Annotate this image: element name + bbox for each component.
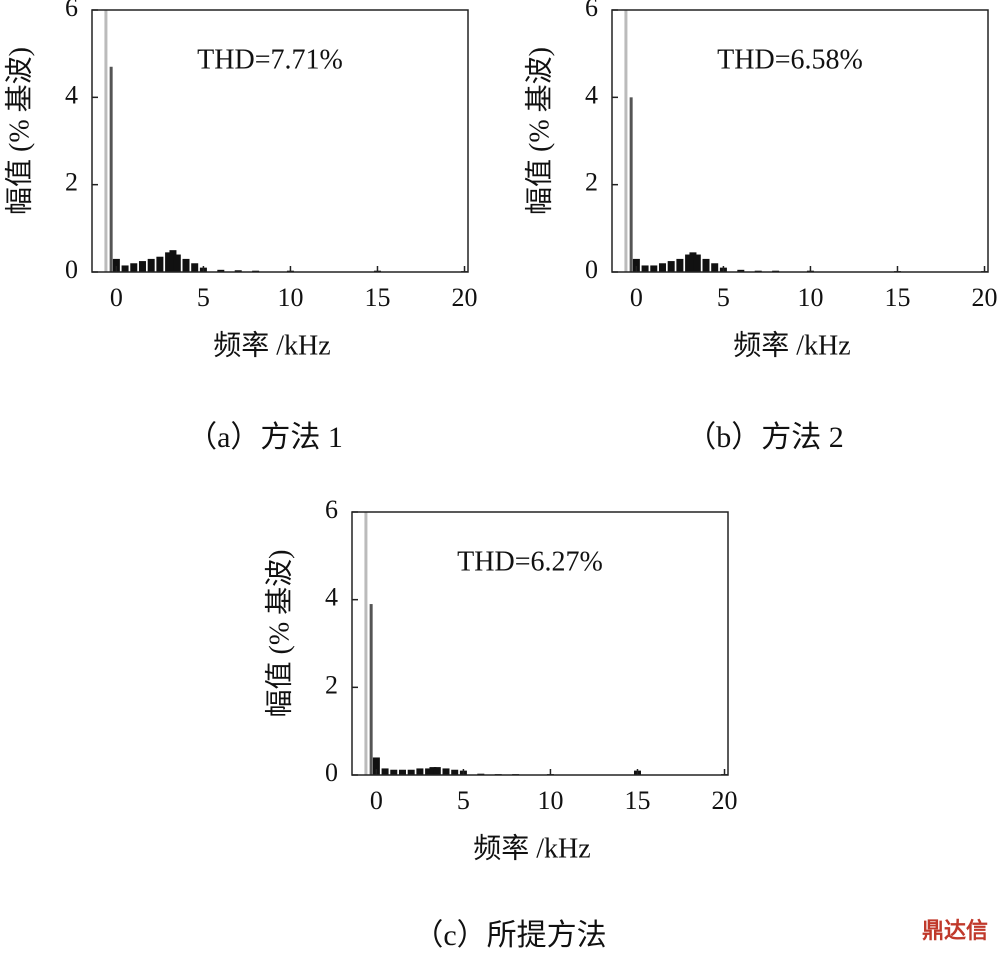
x-tick-label: 10 (537, 786, 563, 815)
bar (165, 252, 173, 272)
bar (685, 254, 693, 272)
bar (693, 254, 701, 272)
bar (156, 256, 164, 272)
bar (416, 768, 424, 775)
bar (624, 10, 628, 272)
x-tick-label: 10 (797, 283, 823, 312)
y-axis-label: 幅值 (% 基波) (263, 550, 295, 718)
bar (629, 97, 633, 272)
y-axis-label: 幅值 (% 基波) (3, 47, 35, 215)
chart: 0 2 4 6 0 5 10 15 20 THD=6.58% 频率 /kHz 幅值 (% 基波) （b）… (523, 0, 997, 454)
bars (624, 10, 988, 272)
x-axis-label: 频率 /kHz (473, 832, 590, 864)
x-tick-label: 20 (972, 283, 998, 312)
bar (689, 252, 697, 272)
bar (737, 269, 745, 272)
x-tick-label: 20 (452, 283, 478, 312)
x-tick-label: 0 (370, 786, 383, 815)
watermark: 鼎达信 (922, 918, 988, 944)
caption: （c）所提方法 (413, 919, 606, 952)
x-tick-label: 10 (277, 283, 303, 312)
plot-frame (611, 9, 989, 273)
bar (109, 66, 113, 272)
bar (381, 768, 389, 775)
bar (130, 263, 138, 272)
bar (104, 10, 108, 272)
bar (641, 265, 649, 272)
x-tick-label: 15 (624, 786, 650, 815)
bar (372, 757, 380, 775)
y-tick-label: 4 (585, 80, 598, 109)
y-tick-label: 0 (325, 758, 338, 787)
y-tick-label: 4 (325, 583, 338, 612)
x-tick-label: 15 (884, 283, 910, 312)
bar (451, 769, 459, 775)
y-tick-label: 2 (325, 670, 338, 699)
bar (676, 258, 684, 272)
x-tick-label: 0 (630, 283, 643, 312)
y-tick-label: 6 (65, 0, 78, 22)
bar (442, 768, 450, 775)
bar (433, 767, 441, 775)
bar (658, 263, 666, 272)
annotation: THD=6.58% (717, 44, 863, 75)
bar (234, 270, 242, 272)
y-tick-label: 6 (325, 495, 338, 524)
chart: 0 2 4 6 0 5 10 15 20 THD=7.71% 频率 /kHz 幅值 (% 基波) （a）… (3, 0, 477, 454)
x-tick-label: 20 (712, 786, 738, 815)
y-tick-label: 6 (585, 0, 598, 22)
bar (407, 769, 415, 775)
bar (112, 258, 120, 272)
bar (369, 604, 373, 775)
bar (398, 769, 406, 775)
x-tick-label: 15 (364, 283, 390, 312)
bar (217, 269, 225, 272)
bar (702, 258, 710, 272)
bar (182, 258, 190, 272)
bar (364, 512, 368, 775)
bar (138, 261, 146, 272)
y-tick-label: 2 (585, 168, 598, 197)
x-tick-label: 5 (197, 283, 210, 312)
y-tick-label: 4 (65, 80, 78, 109)
x-tick-label: 5 (457, 786, 470, 815)
y-tick-label: 0 (65, 255, 78, 284)
x-tick-label: 5 (717, 283, 730, 312)
bar (169, 250, 177, 272)
annotation: THD=7.71% (197, 44, 343, 75)
x-axis-label: 频率 /kHz (213, 329, 330, 361)
y-tick-label: 0 (585, 255, 598, 284)
bar (147, 258, 155, 272)
plot-frame (351, 511, 729, 776)
plot-frame (91, 9, 469, 273)
bars (104, 10, 468, 272)
bar (121, 265, 129, 272)
bar (425, 768, 433, 775)
bar (173, 254, 181, 272)
bar (429, 767, 437, 775)
y-axis-label: 幅值 (% 基波) (523, 47, 555, 215)
caption: （b）方法 2 (686, 421, 844, 454)
y-tick-label: 2 (65, 168, 78, 197)
bar (711, 263, 719, 272)
chart: 0 2 4 6 0 5 10 15 20 THD=6.27% 频率 /kHz 幅值 (% 基波) （c）… (263, 495, 738, 952)
caption: （a）方法 1 (187, 421, 343, 454)
bar (650, 265, 658, 272)
bar (667, 261, 675, 272)
annotation: THD=6.27% (457, 546, 603, 577)
bar (390, 769, 398, 775)
x-tick-label: 0 (110, 283, 123, 312)
x-axis-label: 频率 /kHz (733, 329, 850, 361)
bar (632, 258, 640, 272)
bar (191, 263, 199, 272)
